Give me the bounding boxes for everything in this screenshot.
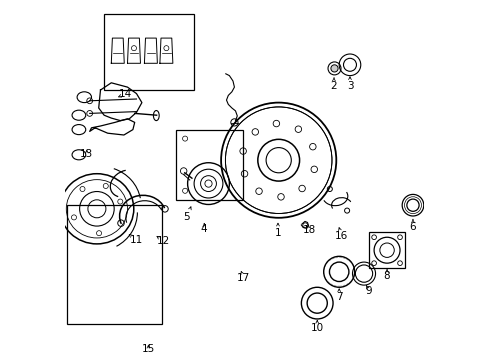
Text: 14: 14 bbox=[118, 89, 131, 99]
Bar bbox=[368, 232, 404, 268]
Text: 7: 7 bbox=[335, 292, 342, 302]
Text: 18: 18 bbox=[302, 225, 315, 235]
Text: 4: 4 bbox=[201, 224, 207, 234]
Text: 3: 3 bbox=[346, 81, 352, 91]
Text: 17: 17 bbox=[237, 273, 250, 283]
Text: 6: 6 bbox=[409, 222, 415, 232]
Text: 16: 16 bbox=[334, 231, 347, 241]
Text: 5: 5 bbox=[183, 212, 190, 222]
Text: 2: 2 bbox=[330, 81, 336, 91]
Bar bbox=[67, 205, 162, 324]
Text: 1: 1 bbox=[274, 228, 281, 238]
Circle shape bbox=[330, 65, 337, 72]
Bar bbox=[176, 130, 242, 200]
Bar bbox=[104, 14, 194, 90]
Text: 12: 12 bbox=[157, 236, 170, 246]
Text: 9: 9 bbox=[365, 285, 371, 296]
Text: 10: 10 bbox=[310, 323, 323, 333]
Text: 11: 11 bbox=[130, 235, 143, 246]
Text: 15: 15 bbox=[142, 344, 155, 354]
Text: 13: 13 bbox=[80, 149, 93, 159]
Text: 8: 8 bbox=[383, 271, 389, 282]
